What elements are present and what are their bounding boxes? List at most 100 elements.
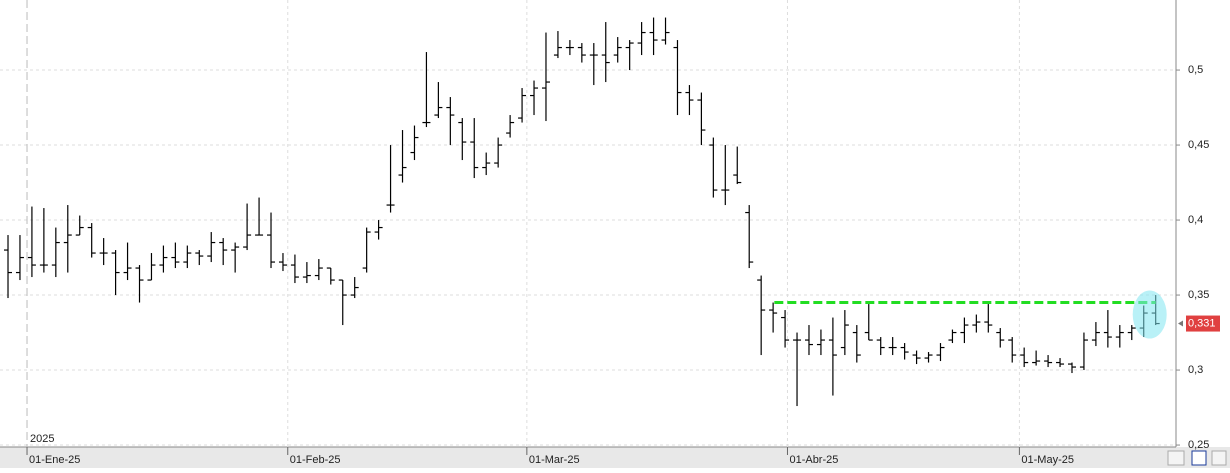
x-tick-label: 01-Feb-25 (290, 454, 341, 466)
ohlc-bar (267, 212, 276, 269)
ohlc-bar (171, 242, 180, 269)
ohlc-bar (386, 145, 395, 213)
last-price-box (1186, 315, 1220, 332)
ohlc-bar (183, 245, 192, 269)
ohlc-bar (470, 118, 479, 179)
ohlc-bar (924, 352, 933, 363)
ohlc-bar (530, 80, 539, 116)
ohlc-bar (494, 137, 503, 168)
ohlc-bar (625, 40, 634, 71)
ohlc-bar (685, 85, 694, 116)
ohlc-bar (649, 17, 658, 56)
ohlc-bar (99, 238, 108, 266)
year-label: 2025 (30, 433, 54, 445)
y-tick-label: 0,5 (1188, 64, 1203, 76)
x-tick-label: 01-Ene-25 (29, 454, 80, 466)
ohlc-bar (804, 325, 813, 356)
highlight (1132, 290, 1167, 339)
last-price-label: 0,331 (1188, 317, 1216, 329)
ohlc-bar (577, 43, 586, 63)
ohlc-bar (589, 43, 598, 86)
ohlc-bar (1044, 355, 1053, 368)
ohlc-bar (1056, 358, 1065, 368)
last-price-arrow (1178, 320, 1183, 327)
ohlc-bar (338, 279, 347, 326)
ohlc-bar (888, 337, 897, 356)
ohlc-bar (1079, 332, 1088, 371)
ohlc-bar (900, 343, 909, 360)
ohlc-bar (697, 92, 706, 146)
x-axis-bar (0, 447, 1230, 468)
ohlc-bar (948, 329, 957, 344)
ohlc-bar (362, 227, 371, 273)
ohlc-bar (1067, 362, 1076, 374)
ohlc-bar (123, 242, 132, 281)
ohlc-bar (518, 88, 527, 123)
ohlc-bar (553, 31, 562, 59)
y-tick-label: 0,35 (1188, 289, 1209, 301)
ohlc-bar (374, 220, 383, 240)
grid (0, 0, 1176, 447)
ohlc-bar (290, 254, 299, 284)
pin-button[interactable] (1211, 450, 1227, 466)
y-tick-label: 0,25 (1188, 439, 1209, 451)
save-button[interactable] (1191, 450, 1207, 466)
ohlc-bar (314, 259, 323, 281)
ohlc-bar (302, 262, 311, 284)
ohlc-bar (39, 208, 48, 273)
toolbar-button[interactable] (1167, 450, 1185, 466)
y-tick-label: 0,3 (1188, 364, 1203, 376)
ohlc-bar (1032, 350, 1041, 366)
ohlc-bar (541, 32, 550, 122)
ohlc-bar (398, 130, 407, 183)
ohlc-bar (613, 37, 622, 63)
ohlc-bar (87, 223, 96, 258)
toolbar (1167, 450, 1227, 466)
ohlc-bar (852, 325, 861, 363)
ohlc-bar (673, 40, 682, 116)
ohlc-bar (769, 302, 778, 333)
ohlc-bar (1020, 347, 1029, 368)
ohlc-bar (565, 40, 574, 56)
ohlc-bar (4, 235, 13, 299)
ohlc-bar (159, 245, 168, 273)
ohlc-bar (1008, 337, 1017, 363)
ohlc-bar (422, 52, 431, 128)
ohlc-bar (757, 275, 766, 356)
ohlc-bar (733, 146, 742, 185)
ohlc-bar (278, 253, 287, 272)
ohlc-bar (984, 304, 993, 333)
y-tick-label: 0,45 (1188, 139, 1209, 151)
ohlc-bar (912, 350, 921, 365)
ohlc-bar (936, 343, 945, 362)
ohlc-bar (147, 253, 156, 281)
ohlc-bar (458, 118, 467, 161)
ohlc-bar (446, 97, 455, 146)
ohlc-bar (661, 17, 670, 45)
ohlc-bar (75, 215, 84, 236)
ohlc-bar (15, 235, 24, 281)
ohlc-bar (960, 317, 969, 344)
ohlc-bar (350, 277, 359, 299)
ohlc-bar (326, 267, 335, 285)
ohlc-bar (1091, 322, 1100, 347)
ohlc-bar (63, 205, 72, 273)
ohlc-bar (243, 203, 252, 251)
ohlc-bar (709, 137, 718, 198)
ohlc-bar (721, 145, 730, 206)
ohlc-bar (506, 115, 515, 138)
x-tick-label: 01-Abr-25 (789, 454, 838, 466)
ohlc-bar (111, 250, 120, 296)
ohlc-bar (972, 314, 981, 333)
ohlc-bar (876, 337, 885, 356)
ohlc-bar (434, 82, 443, 119)
ohlc-bar (207, 232, 216, 263)
x-tick-label: 01-May-25 (1021, 454, 1074, 466)
ohlc-bar (482, 152, 491, 176)
ohlc-bar (51, 227, 60, 278)
ohlc-bar (816, 329, 825, 356)
ohlc-bar (781, 310, 790, 348)
ohlc-bar (195, 250, 204, 266)
ohlc-bar (219, 238, 228, 266)
